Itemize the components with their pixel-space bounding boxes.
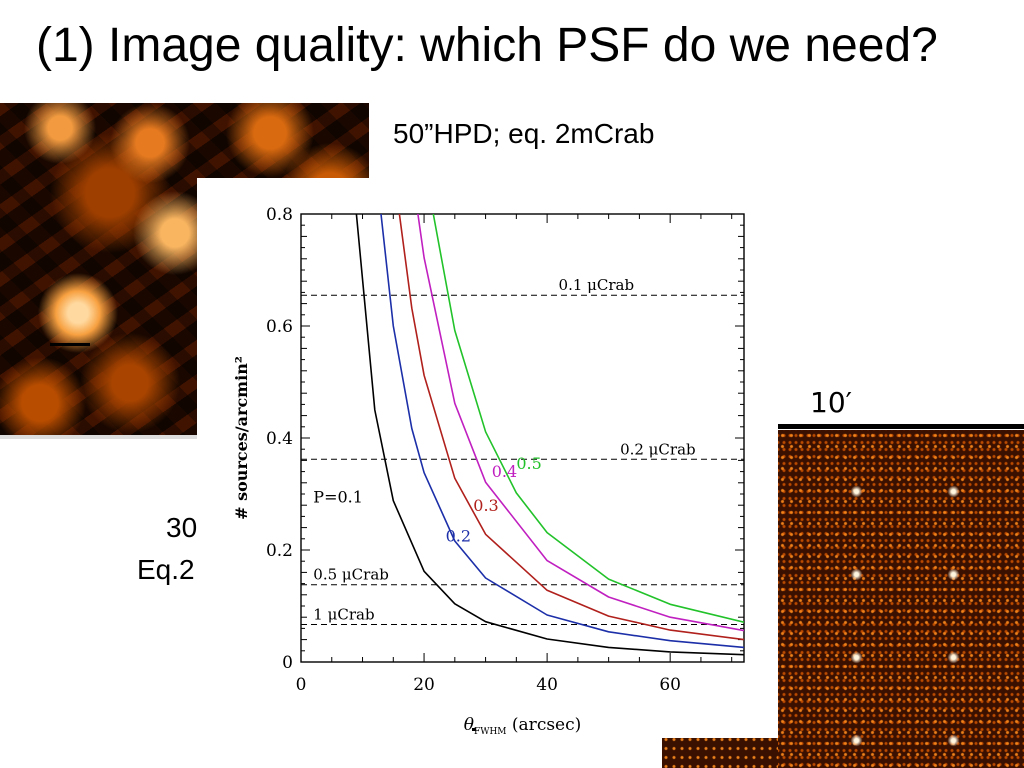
crab-level-label: 1 μCrab [313, 605, 374, 623]
y-tick-label: 0.2 [266, 541, 293, 561]
crab-level-label: 0.1 μCrab [559, 276, 635, 294]
series-group [355, 214, 744, 656]
scale-label: 10′ [810, 386, 852, 419]
sharp-sky-image-edge [662, 735, 778, 768]
series-line [432, 214, 744, 623]
series-line [417, 214, 744, 632]
x-tick-label: 0 [296, 675, 307, 695]
y-axis-label: # sources/arcmin² [232, 356, 251, 520]
series-label: P=0.1 [313, 487, 363, 506]
x-axis-label: θFWHM (arcsec) [464, 715, 582, 737]
sharp-sky-image [778, 430, 1024, 768]
density-chart: 0 20 40 60 0 0.2 0.4 0.6 0.8 θFWHM (arcsec) # sour… [232, 205, 745, 737]
series-line [380, 214, 744, 649]
crab-level-label: 0.5 μCrab [313, 566, 389, 584]
hpd-caption: 50”HPD; eq. 2mCrab [393, 118, 655, 149]
scale-bar [778, 424, 1024, 429]
left-caption-line1: 30 [166, 512, 198, 543]
series-label: 0.4 [492, 462, 517, 481]
left-caption-line2: Eq.2 [137, 554, 195, 585]
crab-level-label: 0.2 μCrab [620, 440, 696, 458]
series-line [398, 214, 744, 641]
fragment-mark [472, 728, 476, 731]
plot-frame [300, 213, 745, 663]
y-tick-label: 0 [282, 653, 293, 673]
y-tick-label: 0.4 [266, 429, 293, 449]
series-label: 0.3 [473, 496, 498, 515]
y-tick-label: 0.6 [266, 317, 293, 337]
series-line [355, 214, 744, 656]
x-tick-label: 60 [659, 675, 681, 695]
series-label: 0.5 [516, 454, 541, 473]
x-tick-label: 40 [536, 675, 558, 695]
series-label: 0.2 [446, 527, 471, 546]
y-tick-label: 0.8 [266, 205, 293, 225]
chart-panel: 0 20 40 60 0 0.2 0.4 0.6 0.8 θFWHM (arcsec) # sour… [197, 178, 778, 738]
x-tick-label: 20 [413, 675, 435, 695]
slide-title: (1) Image quality: which PSF do we need? [36, 19, 938, 72]
